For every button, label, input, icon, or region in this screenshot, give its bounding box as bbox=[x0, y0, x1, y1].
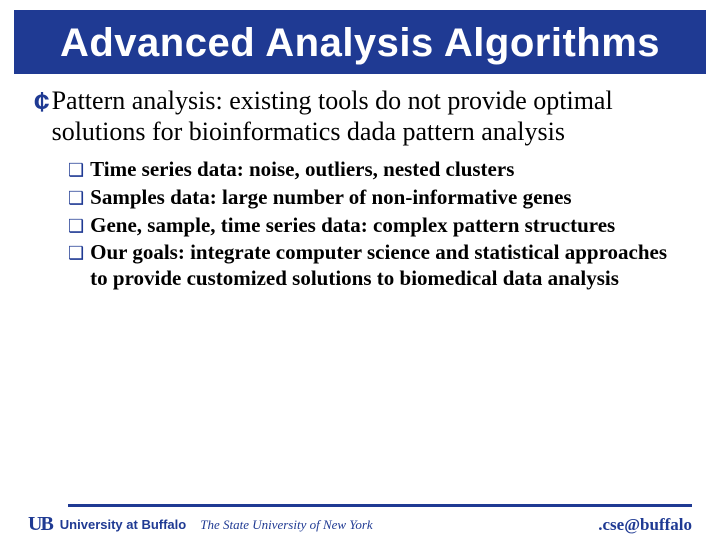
square-bullet-icon: ❑ bbox=[68, 216, 84, 237]
square-bullet-icon: ❑ bbox=[68, 188, 84, 209]
university-name: University at Buffalo bbox=[60, 517, 186, 532]
title-bar: Advanced Analysis Algorithms bbox=[14, 10, 706, 74]
content-area: ¢ Pattern analysis: existing tools do no… bbox=[0, 80, 720, 291]
slide-title: Advanced Analysis Algorithms bbox=[34, 22, 686, 64]
list-item: ❑ Time series data: noise, outliers, nes… bbox=[68, 157, 682, 183]
square-bullet-icon: ❑ bbox=[68, 160, 84, 181]
suny-text: The State University of New York bbox=[200, 517, 373, 533]
sub-item-text: Gene, sample, time series data: complex … bbox=[90, 213, 615, 239]
ub-logo: UB bbox=[28, 513, 52, 536]
sub-item-text: Time series data: noise, outliers, neste… bbox=[90, 157, 514, 183]
cse-logo: .cse@buffalo bbox=[598, 515, 692, 535]
footer: UB University at Buffalo The State Unive… bbox=[28, 504, 692, 536]
square-bullet-icon: ❑ bbox=[68, 243, 84, 264]
main-bullet-text: Pattern analysis: existing tools do not … bbox=[52, 86, 692, 147]
list-item: ❑ Gene, sample, time series data: comple… bbox=[68, 213, 682, 239]
footer-row: UB University at Buffalo The State Unive… bbox=[28, 513, 692, 536]
footer-left: UB University at Buffalo The State Unive… bbox=[28, 513, 373, 536]
list-item: ❑ Samples data: large number of non-info… bbox=[68, 185, 682, 211]
sub-bullet-list: ❑ Time series data: noise, outliers, nes… bbox=[34, 157, 692, 291]
sub-item-text: Samples data: large number of non-inform… bbox=[90, 185, 571, 211]
main-bullet-icon: ¢ bbox=[34, 88, 50, 116]
list-item: ❑ Our goals: integrate computer science … bbox=[68, 240, 682, 291]
footer-divider bbox=[68, 504, 692, 507]
main-bullet-row: ¢ Pattern analysis: existing tools do no… bbox=[34, 86, 692, 147]
sub-item-text: Our goals: integrate computer science an… bbox=[90, 240, 682, 291]
